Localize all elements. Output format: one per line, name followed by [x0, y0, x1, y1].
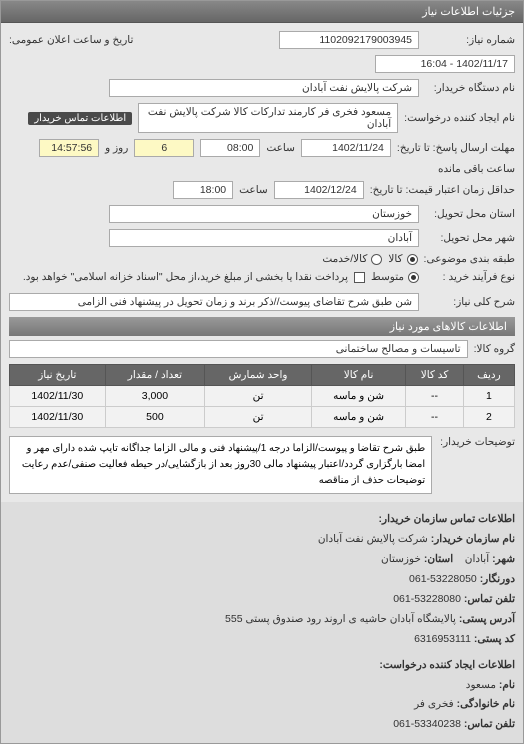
- desc-label: توضیحات خریدار:: [440, 436, 515, 448]
- cphone-value: 53340238-061: [393, 718, 461, 730]
- c-city-value: آبادان: [465, 553, 489, 565]
- table-cell: 1: [463, 386, 514, 407]
- postbox-label: آدرس پستی:: [459, 613, 515, 625]
- province-label: استان محل تحویل:: [425, 208, 515, 220]
- time-label-2: ساعت: [239, 184, 268, 196]
- table-header: نام کالا: [311, 365, 405, 386]
- table-cell: 2: [463, 407, 514, 428]
- radio-mid-label: متوسط: [371, 271, 404, 283]
- summary-field: شن طبق شرح تقاضای پیوست//ذکر برند و زمان…: [9, 293, 419, 311]
- prefix-label: دورنگار:: [480, 573, 515, 585]
- validity-label: حداقل زمان اعتبار قیمت: تا تاریخ:: [370, 184, 515, 196]
- table-cell: شن و ماسه: [311, 386, 405, 407]
- c-province-label: استان:: [424, 553, 453, 565]
- remain-suffix: ساعت باقی مانده: [438, 163, 515, 175]
- buyer-field: شرکت پالایش نفت آبادان: [109, 79, 419, 97]
- radio-kala-label: کالا: [388, 253, 402, 265]
- name-value: مسعود: [466, 679, 496, 691]
- postbox-value: پالایشگاه آبادان حاشیه ی اروند رود صندوق…: [225, 613, 456, 625]
- radio-khadamat-label: کالا/خدمت: [322, 253, 367, 265]
- table-header: واحد شمارش: [205, 365, 312, 386]
- table-cell: تن: [205, 386, 312, 407]
- req-no-label: شماره نیاز:: [425, 34, 515, 46]
- phone-value: 53228080-061: [393, 593, 461, 605]
- c-city-label: شهر:: [492, 553, 515, 565]
- table-cell: --: [406, 407, 464, 428]
- deadline-label: مهلت ارسال پاسخ: تا تاریخ:: [397, 142, 515, 154]
- buyer-label: نام دستگاه خریدار:: [425, 82, 515, 94]
- prefix-value: 53228050-061: [409, 573, 477, 585]
- radio-kala[interactable]: کالا: [388, 253, 417, 265]
- radio-mid[interactable]: متوسط: [371, 271, 419, 283]
- table-cell: 3,000: [105, 386, 205, 407]
- req-no-field: 1102092179003945: [279, 31, 419, 49]
- budget-label: طبقه بندی موضوعی:: [424, 253, 515, 265]
- items-table: ردیفکد کالانام کالاواحد شمارشتعداد / مقد…: [9, 364, 515, 428]
- requester-label: نام ایجاد کننده درخواست:: [404, 112, 515, 124]
- buy-type-label: نوع فرآیند خرید :: [425, 271, 515, 283]
- time-label-1: ساعت: [266, 142, 295, 154]
- buyer-contact-link[interactable]: اطلاعات تماس خریدار: [28, 112, 132, 125]
- radio-dot-icon-2: [408, 272, 419, 283]
- buy-note: پرداخت نقدا یا بخشی از مبلغ خرید،از محل …: [23, 271, 348, 283]
- panel-title: جزئیات اطلاعات نیاز: [1, 1, 523, 23]
- org-value: شرکت پالایش نفت آبادان: [318, 533, 428, 545]
- remain-days-field: 6: [134, 139, 194, 157]
- table-cell: --: [406, 386, 464, 407]
- name-label: نام:: [499, 679, 515, 691]
- summary-label: شرح کلی نیاز:: [425, 296, 515, 308]
- group-label: گروه کالا:: [474, 343, 515, 355]
- table-cell: 1402/11/30: [10, 407, 106, 428]
- c-province-value: خوزستان: [381, 553, 421, 565]
- family-value: فخری فر: [414, 698, 454, 710]
- validity-time-field: 18:00: [173, 181, 233, 199]
- radio-dot-icon: [407, 254, 418, 265]
- deadline-time-field: 08:00: [200, 139, 260, 157]
- table-cell: 500: [105, 407, 205, 428]
- phone-label: تلفن تماس:: [464, 593, 515, 605]
- creator-title: اطلاعات ایجاد کننده درخواست:: [9, 656, 515, 676]
- remain-time-field: 14:57:56: [39, 139, 99, 157]
- contact-title: اطلاعات تماس سازمان خریدار:: [9, 510, 515, 530]
- pub-label: تاریخ و ساعت اعلان عمومی:: [9, 34, 133, 46]
- org-label: نام سازمان خریدار:: [431, 533, 515, 545]
- city-label: شهر محل تحویل:: [425, 232, 515, 244]
- desc-text: طبق شرح تقاضا و پیوست/الزاما درجه 1/پیشن…: [9, 436, 432, 494]
- table-header: کد کالا: [406, 365, 464, 386]
- table-cell: 1402/11/30: [10, 386, 106, 407]
- requester-field: مسعود فخری فر کارمند تدارکات کالا شرکت پ…: [138, 103, 398, 133]
- cphone-label: تلفن تماس:: [464, 718, 515, 730]
- table-header: ردیف: [463, 365, 514, 386]
- pub-field: 1402/11/17 - 16:04: [375, 55, 515, 73]
- province-field: خوزستان: [109, 205, 419, 223]
- validity-date-field: 1402/12/24: [274, 181, 364, 199]
- radio-empty-icon: [371, 254, 382, 265]
- table-row: 2--شن و ماسهتن5001402/11/30: [10, 407, 515, 428]
- cpostal-value: 6316953111: [414, 633, 471, 645]
- table-cell: تن: [205, 407, 312, 428]
- deadline-date-field: 1402/11/24: [301, 139, 391, 157]
- table-header: تعداد / مقدار: [105, 365, 205, 386]
- checkbox-note[interactable]: [354, 272, 365, 283]
- table-header: تاریخ نیاز: [10, 365, 106, 386]
- remain-day-label: روز و: [105, 142, 128, 154]
- items-section-title: اطلاعات کالاهای مورد نیاز: [9, 317, 515, 336]
- family-label: نام خانوادگی:: [457, 698, 515, 710]
- cpostal-label: کد پستی:: [474, 633, 515, 645]
- radio-khadamat[interactable]: کالا/خدمت: [322, 253, 382, 265]
- table-row: 1--شن و ماسهتن3,0001402/11/30: [10, 386, 515, 407]
- group-field: تاسیسات و مصالح ساختمانی: [9, 340, 468, 358]
- table-cell: شن و ماسه: [311, 407, 405, 428]
- city-field: آبادان: [109, 229, 419, 247]
